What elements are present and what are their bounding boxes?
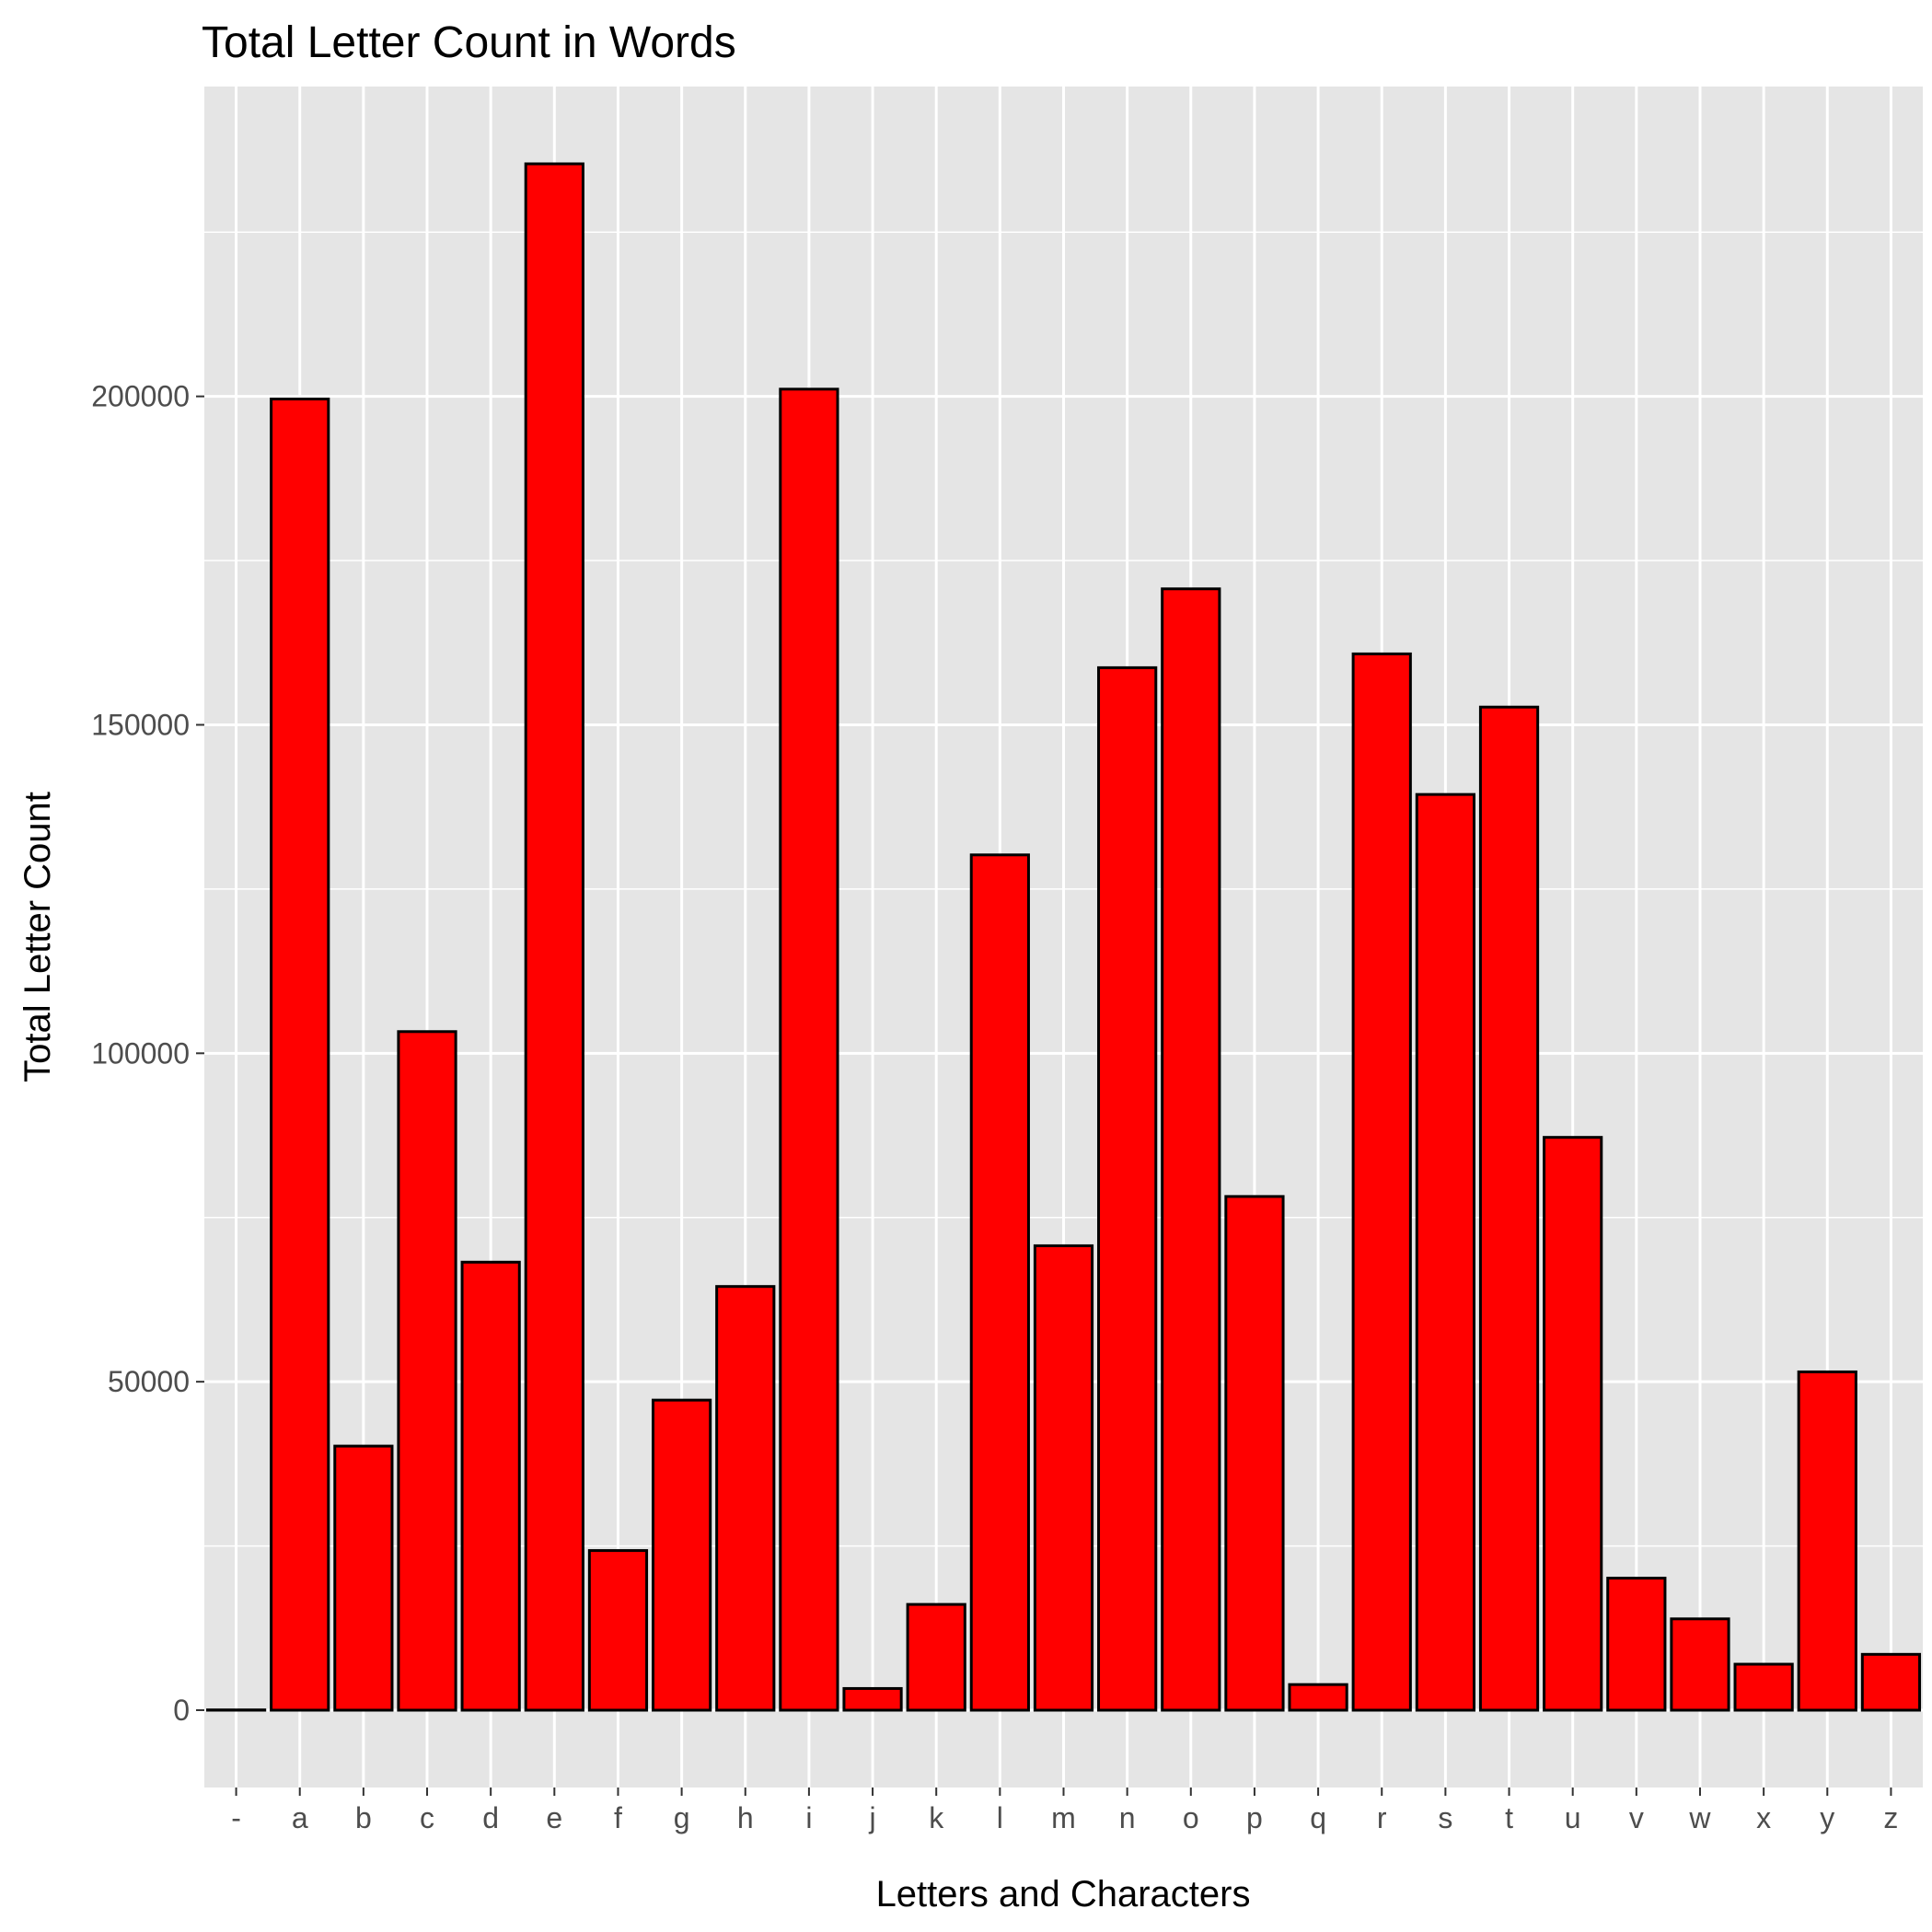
x-tick-label-t: t (1505, 1801, 1513, 1834)
bar-z (1860, 1652, 1922, 1712)
x-tick-label-f: f (614, 1801, 622, 1834)
bar-s (1415, 792, 1476, 1712)
x-tick-label-z: z (1883, 1801, 1898, 1834)
x-tick-label-c: c (420, 1801, 434, 1834)
x-tick-label-l: l (997, 1801, 1003, 1834)
bar-l (969, 853, 1030, 1712)
x-tick-label-s: s (1438, 1801, 1452, 1834)
x-tick-label-x: x (1756, 1801, 1771, 1834)
bar-g (651, 1398, 712, 1712)
bar-i (779, 388, 839, 1712)
x-tick-label-r: r (1377, 1801, 1387, 1834)
chart-title: Total Letter Count in Words (202, 18, 736, 67)
bar-d (460, 1260, 521, 1712)
bar-v (1606, 1577, 1667, 1712)
y-tick-label: 100000 (91, 1036, 190, 1070)
bar-b (333, 1444, 394, 1712)
bar-a (270, 397, 330, 1712)
x-tick-label-q: q (1310, 1801, 1326, 1834)
bar-p (1224, 1195, 1285, 1712)
bar-x (1733, 1662, 1794, 1712)
x-tick-label-y: y (1820, 1801, 1834, 1834)
x-tick-label-g: g (674, 1801, 690, 1834)
bar-e (524, 162, 584, 1712)
bar-o (1161, 587, 1221, 1712)
y-axis: 0 50000 100000 150000 200000 (91, 380, 204, 1727)
x-tick-label-j: j (869, 1801, 876, 1834)
x-tick-label-k: k (929, 1801, 944, 1834)
x-tick-label-d: d (482, 1801, 499, 1834)
x-tick-label-v: v (1629, 1801, 1644, 1834)
x-tick-label-p: p (1246, 1801, 1263, 1834)
x-tick-label-dash: - (231, 1801, 241, 1834)
bar-c (397, 1030, 457, 1712)
y-tick-label: 200000 (91, 380, 190, 413)
x-tick-label-m: m (1051, 1801, 1076, 1834)
x-tick-label-n: n (1119, 1801, 1136, 1834)
x-axis-title: Letters and Characters (876, 1874, 1251, 1915)
bar-q (1288, 1683, 1348, 1712)
bar-u (1543, 1136, 1603, 1712)
x-tick-label-w: w (1688, 1801, 1711, 1834)
x-tick-label-a: a (292, 1801, 308, 1834)
x-tick-label-h: h (737, 1801, 754, 1834)
x-tick-label-i: i (805, 1801, 812, 1834)
bar-y (1797, 1370, 1857, 1712)
y-tick-label: 50000 (108, 1365, 190, 1398)
x-tick-label-o: o (1183, 1801, 1199, 1834)
x-tick-label-b: b (355, 1801, 372, 1834)
bar-m (1033, 1244, 1094, 1712)
bars (205, 162, 1922, 1712)
bar-w (1670, 1617, 1730, 1712)
bar-f (587, 1549, 649, 1712)
x-tick-label-u: u (1565, 1801, 1581, 1834)
bar-n (1097, 665, 1158, 1712)
bar-h (715, 1285, 776, 1712)
y-tick-label: 0 (173, 1694, 190, 1727)
x-tick-label-e: e (546, 1801, 562, 1834)
bar-t (1478, 705, 1540, 1712)
bar-k (906, 1602, 966, 1712)
bar-j (842, 1686, 903, 1712)
y-axis-title: Total Letter Count (17, 792, 58, 1082)
bar-r (1351, 652, 1412, 1712)
y-tick-label: 150000 (91, 708, 190, 741)
